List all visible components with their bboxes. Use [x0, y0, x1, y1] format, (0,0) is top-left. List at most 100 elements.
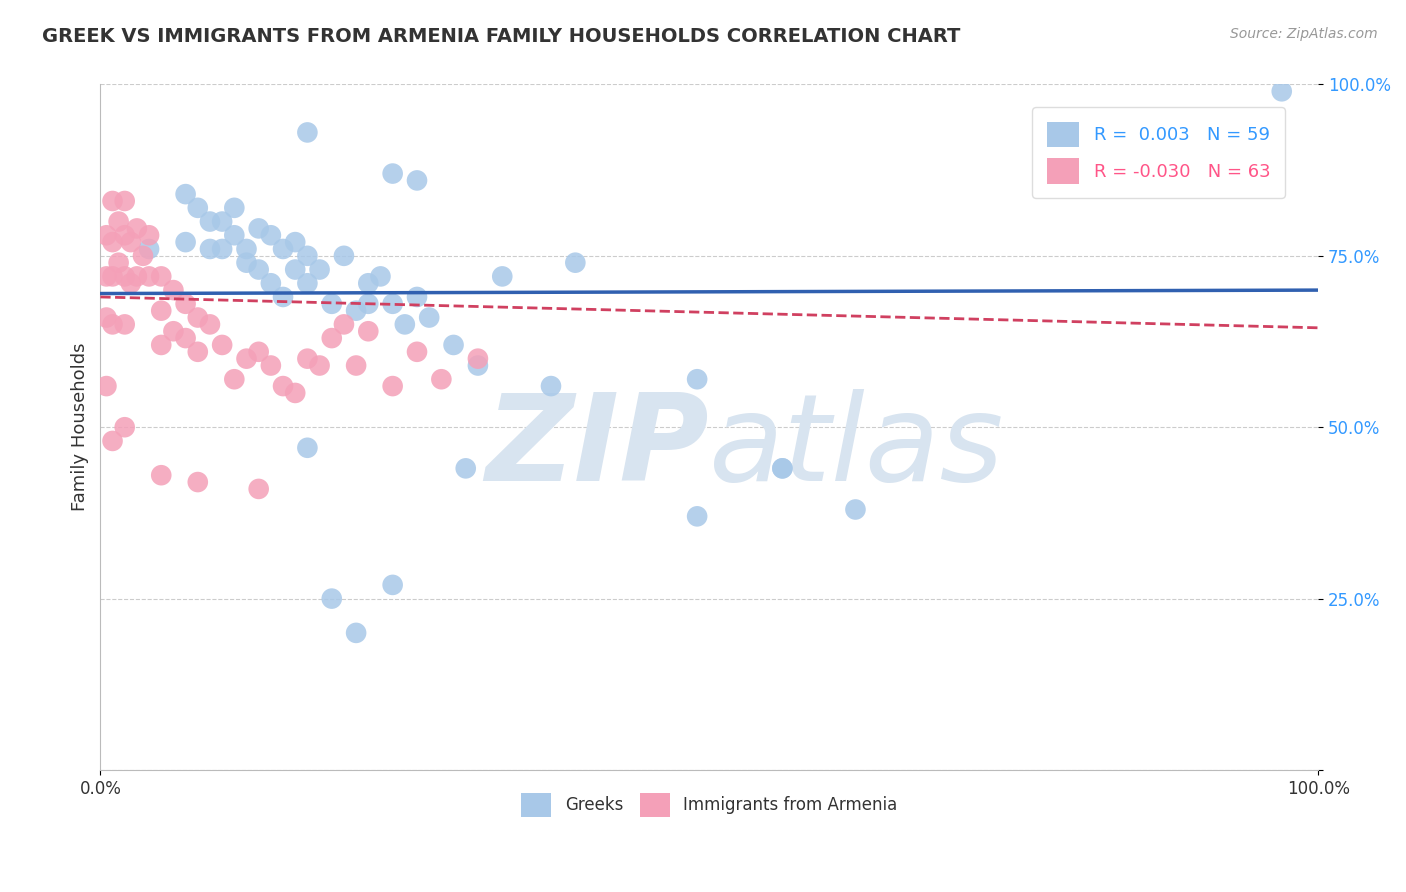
Point	[162, 324, 184, 338]
Y-axis label: Family Households: Family Households	[72, 343, 89, 511]
Point	[101, 235, 124, 249]
Point	[297, 277, 319, 291]
Point	[297, 249, 319, 263]
Point	[247, 482, 270, 496]
Point	[138, 242, 160, 256]
Point	[96, 228, 118, 243]
Point	[357, 324, 380, 338]
Point	[187, 344, 209, 359]
Point	[430, 372, 453, 386]
Point	[333, 318, 356, 332]
Point	[132, 249, 155, 263]
Point	[418, 310, 440, 325]
Point	[260, 228, 283, 243]
Point	[344, 303, 367, 318]
Point	[284, 235, 307, 249]
Point	[114, 228, 136, 243]
Point	[174, 297, 197, 311]
Point	[770, 461, 793, 475]
Point	[381, 167, 404, 181]
Point	[174, 235, 197, 249]
Point	[443, 338, 465, 352]
Point	[260, 359, 283, 373]
Point	[125, 221, 148, 235]
Point	[107, 214, 129, 228]
Point	[101, 318, 124, 332]
Point	[406, 173, 429, 187]
Point	[271, 379, 294, 393]
Point	[284, 262, 307, 277]
Point	[187, 201, 209, 215]
Point	[381, 297, 404, 311]
Point	[125, 269, 148, 284]
Point	[198, 214, 221, 228]
Text: GREEK VS IMMIGRANTS FROM ARMENIA FAMILY HOUSEHOLDS CORRELATION CHART: GREEK VS IMMIGRANTS FROM ARMENIA FAMILY …	[42, 27, 960, 45]
Point	[467, 359, 489, 373]
Point	[138, 269, 160, 284]
Point	[308, 359, 330, 373]
Point	[174, 187, 197, 202]
Point	[187, 475, 209, 489]
Point	[101, 269, 124, 284]
Point	[357, 297, 380, 311]
Point	[114, 318, 136, 332]
Point	[321, 297, 343, 311]
Point	[381, 578, 404, 592]
Point	[297, 441, 319, 455]
Point	[120, 277, 142, 291]
Point	[321, 331, 343, 345]
Point	[381, 379, 404, 393]
Point	[686, 509, 709, 524]
Point	[162, 283, 184, 297]
Point	[406, 344, 429, 359]
Point	[114, 420, 136, 434]
Point	[333, 249, 356, 263]
Point	[467, 351, 489, 366]
Point	[150, 269, 173, 284]
Point	[344, 626, 367, 640]
Point	[284, 386, 307, 401]
Point	[101, 434, 124, 448]
Point	[96, 269, 118, 284]
Point	[211, 338, 233, 352]
Point	[308, 262, 330, 277]
Point	[844, 502, 866, 516]
Point	[96, 379, 118, 393]
Point	[686, 372, 709, 386]
Point	[150, 303, 173, 318]
Point	[198, 318, 221, 332]
Point	[247, 344, 270, 359]
Point	[174, 331, 197, 345]
Point	[344, 359, 367, 373]
Point	[114, 269, 136, 284]
Point	[406, 290, 429, 304]
Point	[321, 591, 343, 606]
Text: ZIP: ZIP	[485, 389, 709, 507]
Point	[454, 461, 477, 475]
Point	[491, 269, 513, 284]
Point	[120, 235, 142, 249]
Point	[101, 194, 124, 208]
Point	[224, 228, 246, 243]
Point	[235, 255, 257, 269]
Point	[540, 379, 562, 393]
Point	[297, 351, 319, 366]
Legend: Greeks, Immigrants from Armenia: Greeks, Immigrants from Armenia	[515, 787, 904, 823]
Point	[260, 277, 283, 291]
Point	[271, 290, 294, 304]
Point	[198, 242, 221, 256]
Point	[138, 228, 160, 243]
Point	[770, 461, 793, 475]
Point	[271, 242, 294, 256]
Point	[564, 255, 586, 269]
Point	[357, 277, 380, 291]
Point	[150, 468, 173, 483]
Point	[247, 262, 270, 277]
Point	[247, 221, 270, 235]
Point	[187, 310, 209, 325]
Point	[370, 269, 392, 284]
Point	[224, 372, 246, 386]
Point	[107, 255, 129, 269]
Point	[114, 194, 136, 208]
Text: atlas: atlas	[709, 389, 1005, 507]
